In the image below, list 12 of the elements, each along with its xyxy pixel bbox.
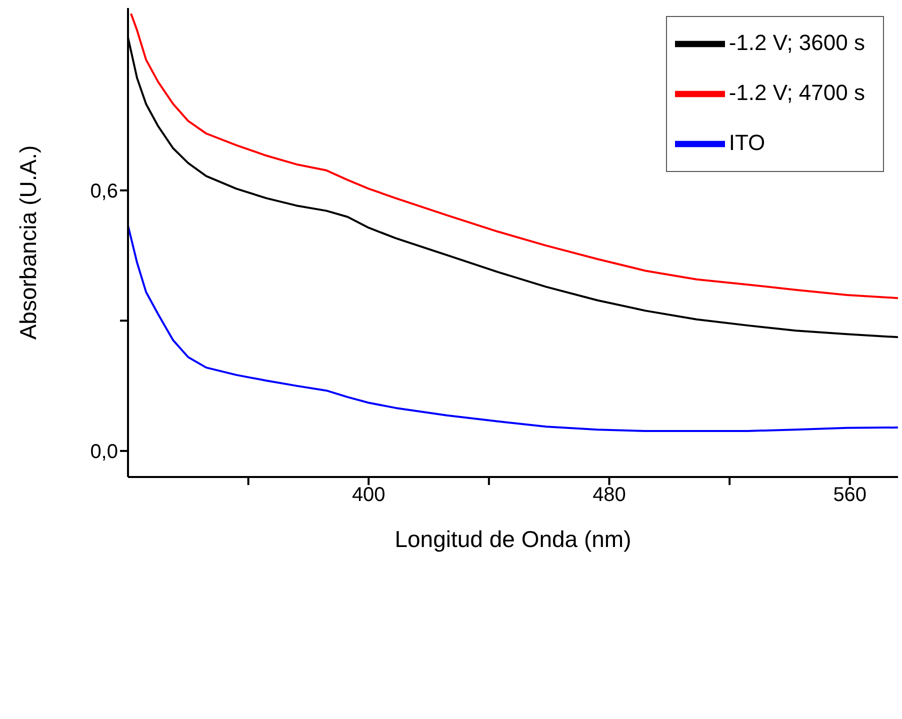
legend-label: ITO xyxy=(728,130,766,155)
x-tick-label: 480 xyxy=(592,484,626,506)
line-series xyxy=(128,224,898,432)
y-tick-label: 0,6 xyxy=(90,180,118,202)
y-tick-label: 0,0 xyxy=(90,441,118,464)
y-axis-title: Absorbancia (U.A.) xyxy=(15,145,42,340)
x-axis-title: Longitud de Onda (nm) xyxy=(394,526,632,552)
x-tick-label: 400 xyxy=(352,484,386,506)
legend-label: -1.2 V; 3600 s xyxy=(728,30,865,55)
legend-label: -1.2 V; 4700 s xyxy=(728,80,865,105)
x-tick-label: 560 xyxy=(833,484,867,506)
line-series xyxy=(130,12,898,300)
